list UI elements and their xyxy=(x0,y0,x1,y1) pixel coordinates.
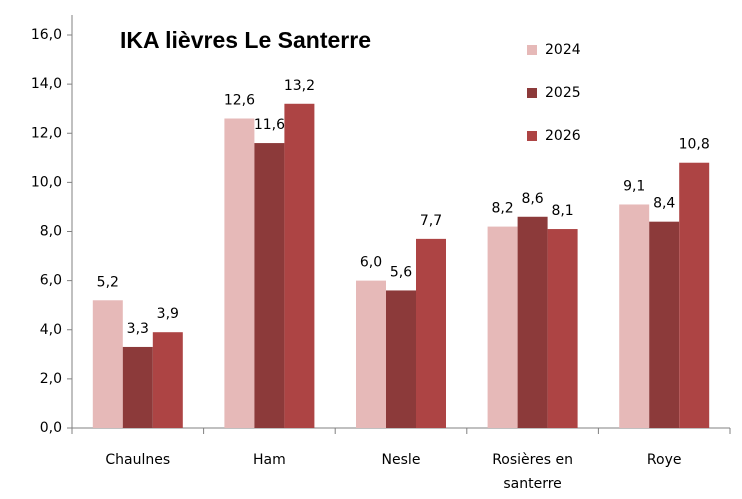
y-tick-label: 16,0 xyxy=(31,27,62,43)
y-tick-label: 6,0 xyxy=(40,273,62,289)
bar xyxy=(254,143,285,428)
y-tick-label: 2,0 xyxy=(40,371,62,387)
value-label: 13,2 xyxy=(284,78,315,94)
bar xyxy=(679,162,710,428)
bar xyxy=(284,103,315,429)
x-tick-label: Ham xyxy=(253,452,286,468)
value-label: 12,6 xyxy=(224,93,255,109)
value-label: 9,1 xyxy=(623,178,645,194)
bar xyxy=(547,229,578,428)
y-tick-label: 14,0 xyxy=(31,76,62,92)
x-tick-label: Chaulnes xyxy=(105,452,171,468)
bar xyxy=(224,118,255,428)
bar xyxy=(487,226,518,428)
chart-title: IKA lièvres Le Santerre xyxy=(120,27,371,53)
bar xyxy=(92,300,123,428)
y-tick-label: 4,0 xyxy=(40,322,62,338)
y-tick-label: 0,0 xyxy=(40,420,62,436)
x-tick-label: Roye xyxy=(646,452,682,468)
y-tick-label: 10,0 xyxy=(31,174,62,190)
value-label: 10,8 xyxy=(679,137,710,153)
value-label: 5,2 xyxy=(97,274,119,290)
value-label: 11,6 xyxy=(254,117,285,133)
bar xyxy=(517,216,548,428)
value-label: 8,2 xyxy=(491,201,513,217)
value-label: 8,6 xyxy=(521,191,543,207)
value-label: 8,1 xyxy=(551,203,573,219)
value-label: 6,0 xyxy=(360,255,382,271)
value-label: 3,9 xyxy=(157,306,179,322)
legend-label: 2026 xyxy=(545,128,581,144)
legend-swatch xyxy=(527,45,537,55)
legend-label: 2025 xyxy=(545,85,581,101)
bar xyxy=(152,332,183,428)
bar xyxy=(416,238,446,428)
bar xyxy=(386,290,416,428)
value-label: 3,3 xyxy=(127,321,149,337)
x-tick-label: Nesle xyxy=(381,452,421,468)
value-label: 7,7 xyxy=(420,213,442,229)
bar xyxy=(649,221,680,428)
bar xyxy=(619,204,650,428)
bar xyxy=(356,280,386,428)
value-label: 8,4 xyxy=(653,196,675,212)
legend-swatch xyxy=(527,131,537,141)
legend-label: 2024 xyxy=(545,42,581,58)
bar xyxy=(122,346,153,428)
y-tick-label: 12,0 xyxy=(31,125,62,141)
x-tick-label: Rosières en santerre xyxy=(492,452,573,492)
value-label: 5,6 xyxy=(390,264,412,280)
y-tick-label: 8,0 xyxy=(40,224,62,240)
legend-swatch xyxy=(527,88,537,98)
